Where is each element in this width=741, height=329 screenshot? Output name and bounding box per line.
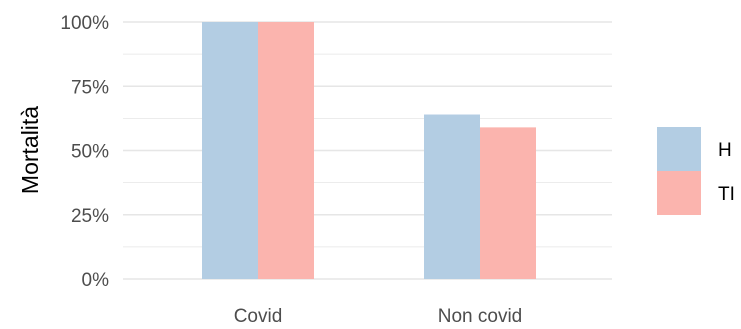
bars [202,22,536,280]
legend-key-h [657,127,701,171]
y-tick-label: 100% [60,13,109,34]
y-tick-label: 50% [71,142,109,163]
x-tick-label: Covid [234,306,283,327]
bar-h-non-covid [424,114,480,280]
bar-ti-non-covid [480,127,536,280]
y-tick-label: 75% [71,77,109,98]
y-tick-label: 25% [71,206,109,227]
legend-key-ti [657,171,701,215]
bar-h-covid [202,22,258,279]
x-tick-label: Non covid [438,306,523,327]
y-axis-title: Mortalità [17,106,43,194]
y-tick-label: 0% [82,270,110,291]
bar-ti-covid [258,22,314,279]
legend-label-h: H [718,140,732,161]
legend-label-ti: TI [718,184,735,205]
x-tick-labels: Covid Non covid [234,306,523,327]
legend: H TI [657,127,735,215]
grid-lines [123,21,612,280]
y-tick-labels: 0% 25% 50% 75% 100% [60,13,109,291]
